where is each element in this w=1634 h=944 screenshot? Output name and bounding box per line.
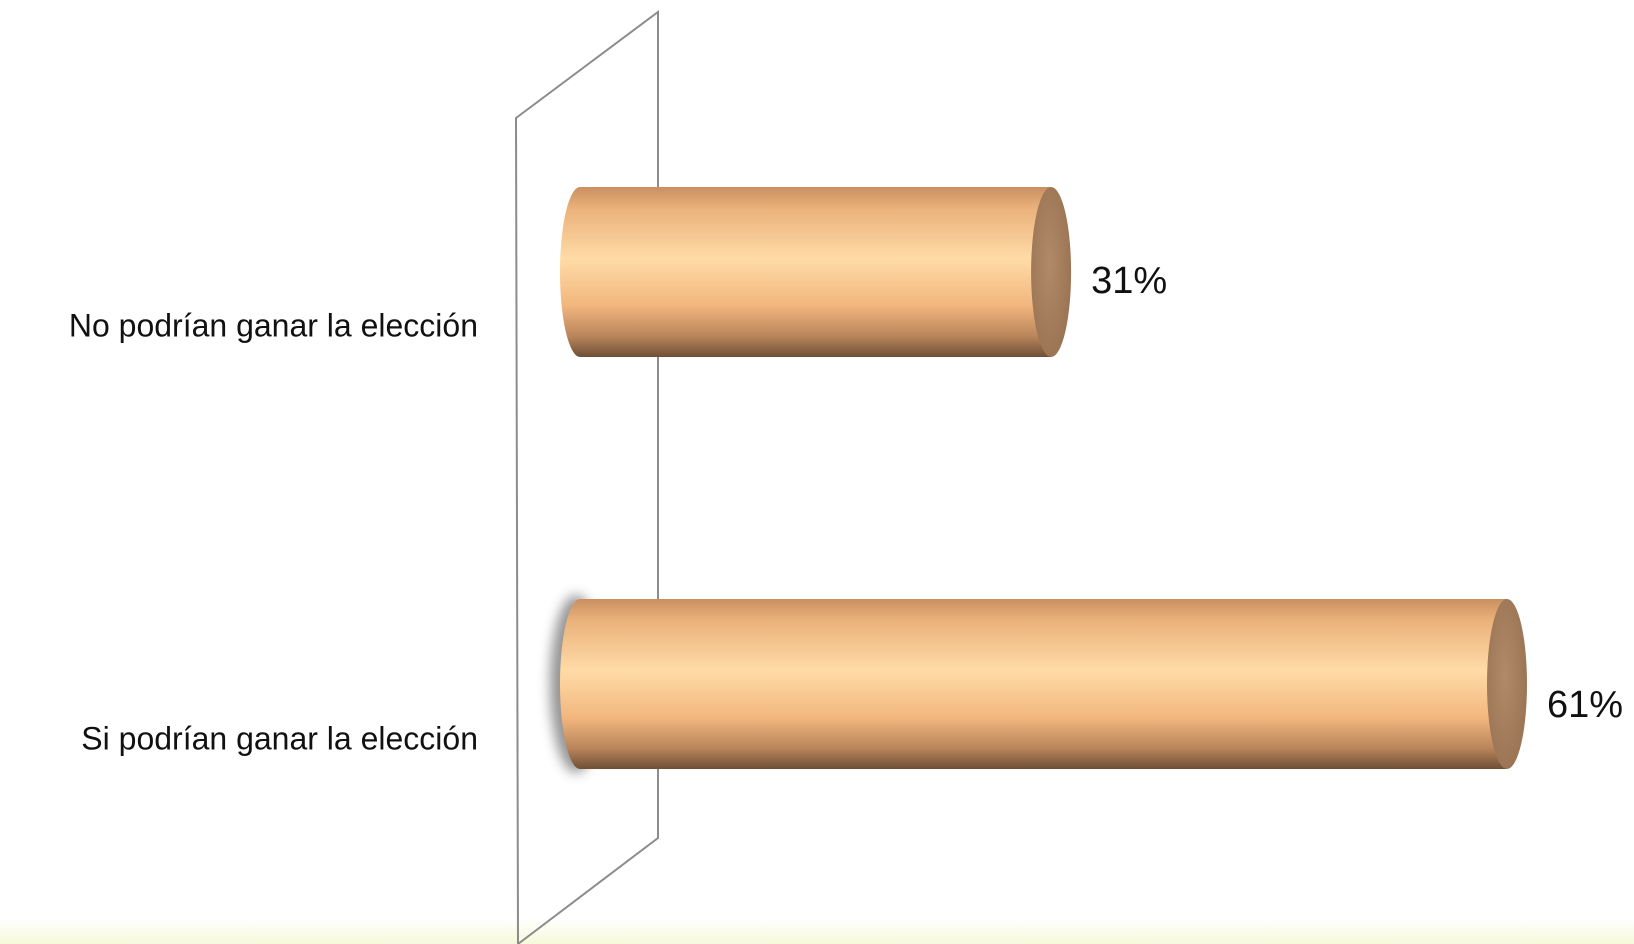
bar-1	[560, 187, 1072, 357]
bar-cap	[1487, 599, 1527, 769]
data-label: 61%	[1547, 684, 1623, 726]
category-label: Si podrían ganar la elección	[81, 720, 478, 756]
bar-2	[550, 595, 1527, 773]
bar-body	[560, 599, 1507, 769]
bar-cap	[1031, 187, 1072, 357]
category-label: No podrían ganar la elección	[69, 307, 478, 343]
data-label: 31%	[1091, 260, 1167, 302]
bottom-band	[0, 918, 1634, 944]
bars-layer	[550, 187, 1527, 773]
bar-body	[560, 187, 1052, 357]
axis-wall	[514, 10, 659, 944]
